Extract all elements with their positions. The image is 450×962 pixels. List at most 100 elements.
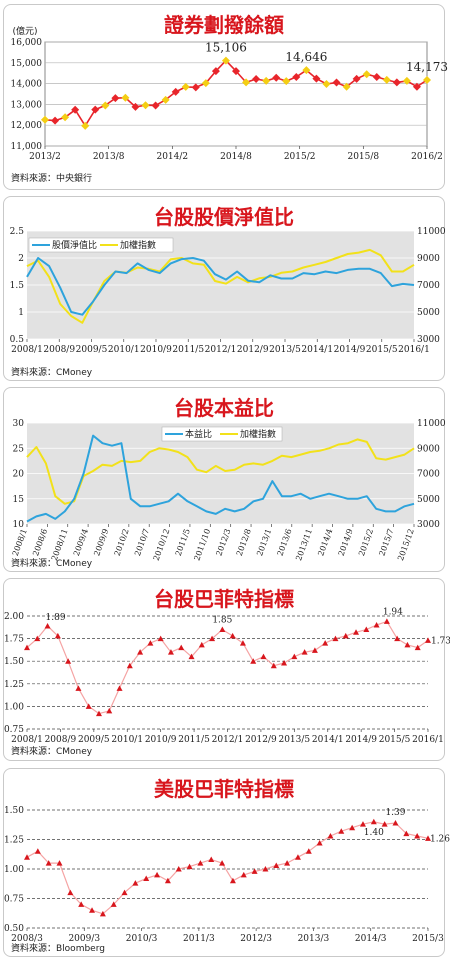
data-point bbox=[61, 113, 70, 122]
data-point bbox=[154, 871, 161, 878]
data-point bbox=[383, 618, 390, 624]
data-point bbox=[89, 907, 96, 913]
x-tick-label: 2013/2 bbox=[29, 152, 61, 162]
legend-label: 本益比 bbox=[185, 428, 212, 440]
data-point bbox=[250, 658, 257, 664]
data-point bbox=[132, 880, 139, 886]
data-point bbox=[382, 75, 391, 84]
data-point bbox=[425, 637, 431, 643]
x-tick-label: 2013/8 bbox=[93, 152, 125, 162]
data-point bbox=[121, 93, 130, 102]
data-point bbox=[65, 658, 72, 664]
data-point bbox=[178, 644, 185, 651]
y2-tick-label: 7000 bbox=[417, 281, 440, 291]
x-tick-label: 2012/8 bbox=[235, 528, 253, 558]
securities-balance-chart: 11,000 12,000 13,000 14,000 15,000 16,000 2013… bbox=[11, 25, 449, 162]
data-point bbox=[197, 860, 204, 866]
y-tick-label: 12,000 bbox=[11, 121, 43, 131]
y2-tick-label: 11000 bbox=[417, 419, 446, 429]
x-tick-label: 2010/2 bbox=[113, 528, 131, 558]
data-point bbox=[273, 862, 280, 868]
data-point bbox=[164, 877, 171, 884]
y-tick-label: 2.00 bbox=[4, 612, 24, 622]
y-tick-label: 14,000 bbox=[11, 80, 43, 90]
x-tick-label: 2008/1 bbox=[11, 735, 43, 745]
data-point bbox=[67, 889, 74, 896]
data-point bbox=[126, 662, 133, 669]
x-tick-label: 2011/5 bbox=[172, 345, 204, 355]
x-tick-label: 2010/9 bbox=[145, 735, 177, 745]
data-label: 1.39 bbox=[385, 808, 405, 818]
data-point bbox=[151, 101, 160, 110]
data-point bbox=[362, 70, 371, 79]
x-tick-label: 2009/5 bbox=[76, 345, 108, 355]
y2-tick-label: 11000 bbox=[417, 227, 446, 237]
data-point bbox=[370, 818, 377, 825]
data-point bbox=[116, 685, 123, 691]
data-label: 1.85 bbox=[212, 616, 232, 626]
y-tick-label: 1.25 bbox=[4, 680, 24, 690]
x-tick-label: 2014/3 bbox=[355, 934, 387, 944]
x-tick-label: 2014/4 bbox=[316, 528, 334, 558]
x-tick-label: 2011/10 bbox=[192, 528, 212, 562]
series-pe bbox=[26, 434, 415, 523]
y2-tick-label: 9000 bbox=[417, 444, 440, 454]
x-tick-label: 2011/5 bbox=[174, 528, 192, 558]
data-point bbox=[219, 860, 226, 866]
x-tick-label: 2009/3 bbox=[68, 934, 100, 944]
data-point bbox=[392, 819, 399, 826]
x-tick-label: 2015/2 bbox=[284, 152, 316, 162]
y-tick-label: 1 bbox=[18, 308, 24, 318]
y-tick-label: 2 bbox=[18, 254, 24, 264]
data-point bbox=[51, 116, 60, 125]
x-tick-label: 2012/9 bbox=[245, 735, 277, 745]
data-point bbox=[34, 635, 41, 642]
y-tick-label: 1.5 bbox=[10, 281, 25, 291]
x-tick-label: 2013/3 bbox=[298, 934, 330, 944]
y2-tick-label: 3000 bbox=[417, 335, 440, 345]
x-tick-label: 2012/3 bbox=[214, 528, 232, 558]
data-point bbox=[316, 840, 323, 846]
y-tick-label: 1.75 bbox=[4, 635, 24, 645]
y2-tick-label: 9000 bbox=[417, 254, 440, 264]
data-point bbox=[110, 901, 117, 907]
y-tick-label: 15,000 bbox=[11, 59, 43, 69]
chart-title: 證券劃撥餘額 bbox=[164, 13, 284, 37]
data-point bbox=[373, 622, 380, 628]
data-point bbox=[240, 871, 247, 878]
data-point bbox=[394, 635, 401, 642]
data-point bbox=[167, 649, 174, 655]
data-point bbox=[425, 835, 431, 841]
data-point bbox=[359, 821, 366, 827]
y-tick-label: 0.5 bbox=[10, 335, 25, 345]
y-tick-label: 0.75 bbox=[4, 725, 24, 735]
x-tick-label: 2014/1 bbox=[312, 735, 344, 745]
data-point bbox=[229, 877, 236, 884]
data-point bbox=[260, 653, 267, 660]
x-tick-label: 2010/1 bbox=[108, 345, 140, 355]
data-point bbox=[209, 635, 216, 642]
source-note: 資料來源：中央銀行 bbox=[11, 174, 93, 184]
x-tick-label: 2015/12 bbox=[396, 528, 416, 562]
data-point bbox=[242, 78, 251, 87]
data-label: 1.73 bbox=[431, 636, 450, 646]
data-point bbox=[342, 632, 349, 639]
x-tick-label: 2015/8 bbox=[347, 152, 379, 162]
source-note: 資料來源：CMoney bbox=[11, 747, 93, 757]
x-tick-label: 2008/1 bbox=[11, 345, 43, 355]
data-point bbox=[414, 644, 421, 651]
data-point bbox=[251, 868, 258, 874]
data-point bbox=[137, 649, 144, 655]
data-point bbox=[327, 832, 334, 839]
y-tick-label: 2.5 bbox=[10, 227, 25, 237]
data-point bbox=[284, 860, 291, 866]
chart-title: 台股巴菲特指標 bbox=[154, 587, 294, 611]
data-point bbox=[404, 641, 411, 648]
x-tick-label: 2009/9 bbox=[92, 528, 110, 558]
x-tick-label: 2008/9 bbox=[45, 735, 77, 745]
y2-tick-label: 7000 bbox=[417, 470, 440, 480]
data-point bbox=[363, 626, 370, 633]
data-point bbox=[402, 76, 411, 85]
data-point bbox=[322, 640, 329, 646]
